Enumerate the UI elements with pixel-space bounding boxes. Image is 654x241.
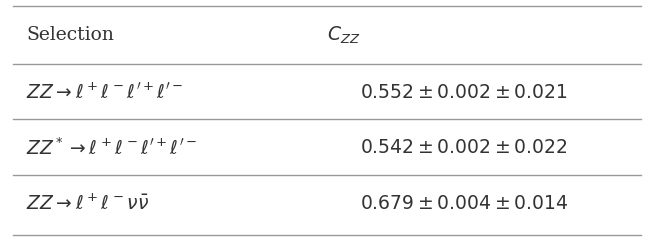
Text: $0.679 \pm 0.004 \pm 0.014$: $0.679 \pm 0.004 \pm 0.014$	[360, 195, 568, 213]
Text: $ZZ \rightarrow \ell^+\ell^-\ell^{\prime+}\ell^{\prime-}$: $ZZ \rightarrow \ell^+\ell^-\ell^{\prime…	[26, 83, 183, 103]
Text: Selection: Selection	[26, 26, 114, 44]
Text: $0.542 \pm 0.002 \pm 0.022$: $0.542 \pm 0.002 \pm 0.022$	[360, 139, 567, 157]
Text: $C_{ZZ}$: $C_{ZZ}$	[327, 24, 360, 46]
Text: $ZZ \rightarrow \ell^+\ell^-\nu\bar{\nu}$: $ZZ \rightarrow \ell^+\ell^-\nu\bar{\nu}…	[26, 194, 150, 214]
Text: $ZZ^* \rightarrow \ell^+\ell^-\ell^{\prime+}\ell^{\prime-}$: $ZZ^* \rightarrow \ell^+\ell^-\ell^{\pri…	[26, 137, 197, 159]
Text: $0.552 \pm 0.002 \pm 0.021$: $0.552 \pm 0.002 \pm 0.021$	[360, 84, 567, 102]
